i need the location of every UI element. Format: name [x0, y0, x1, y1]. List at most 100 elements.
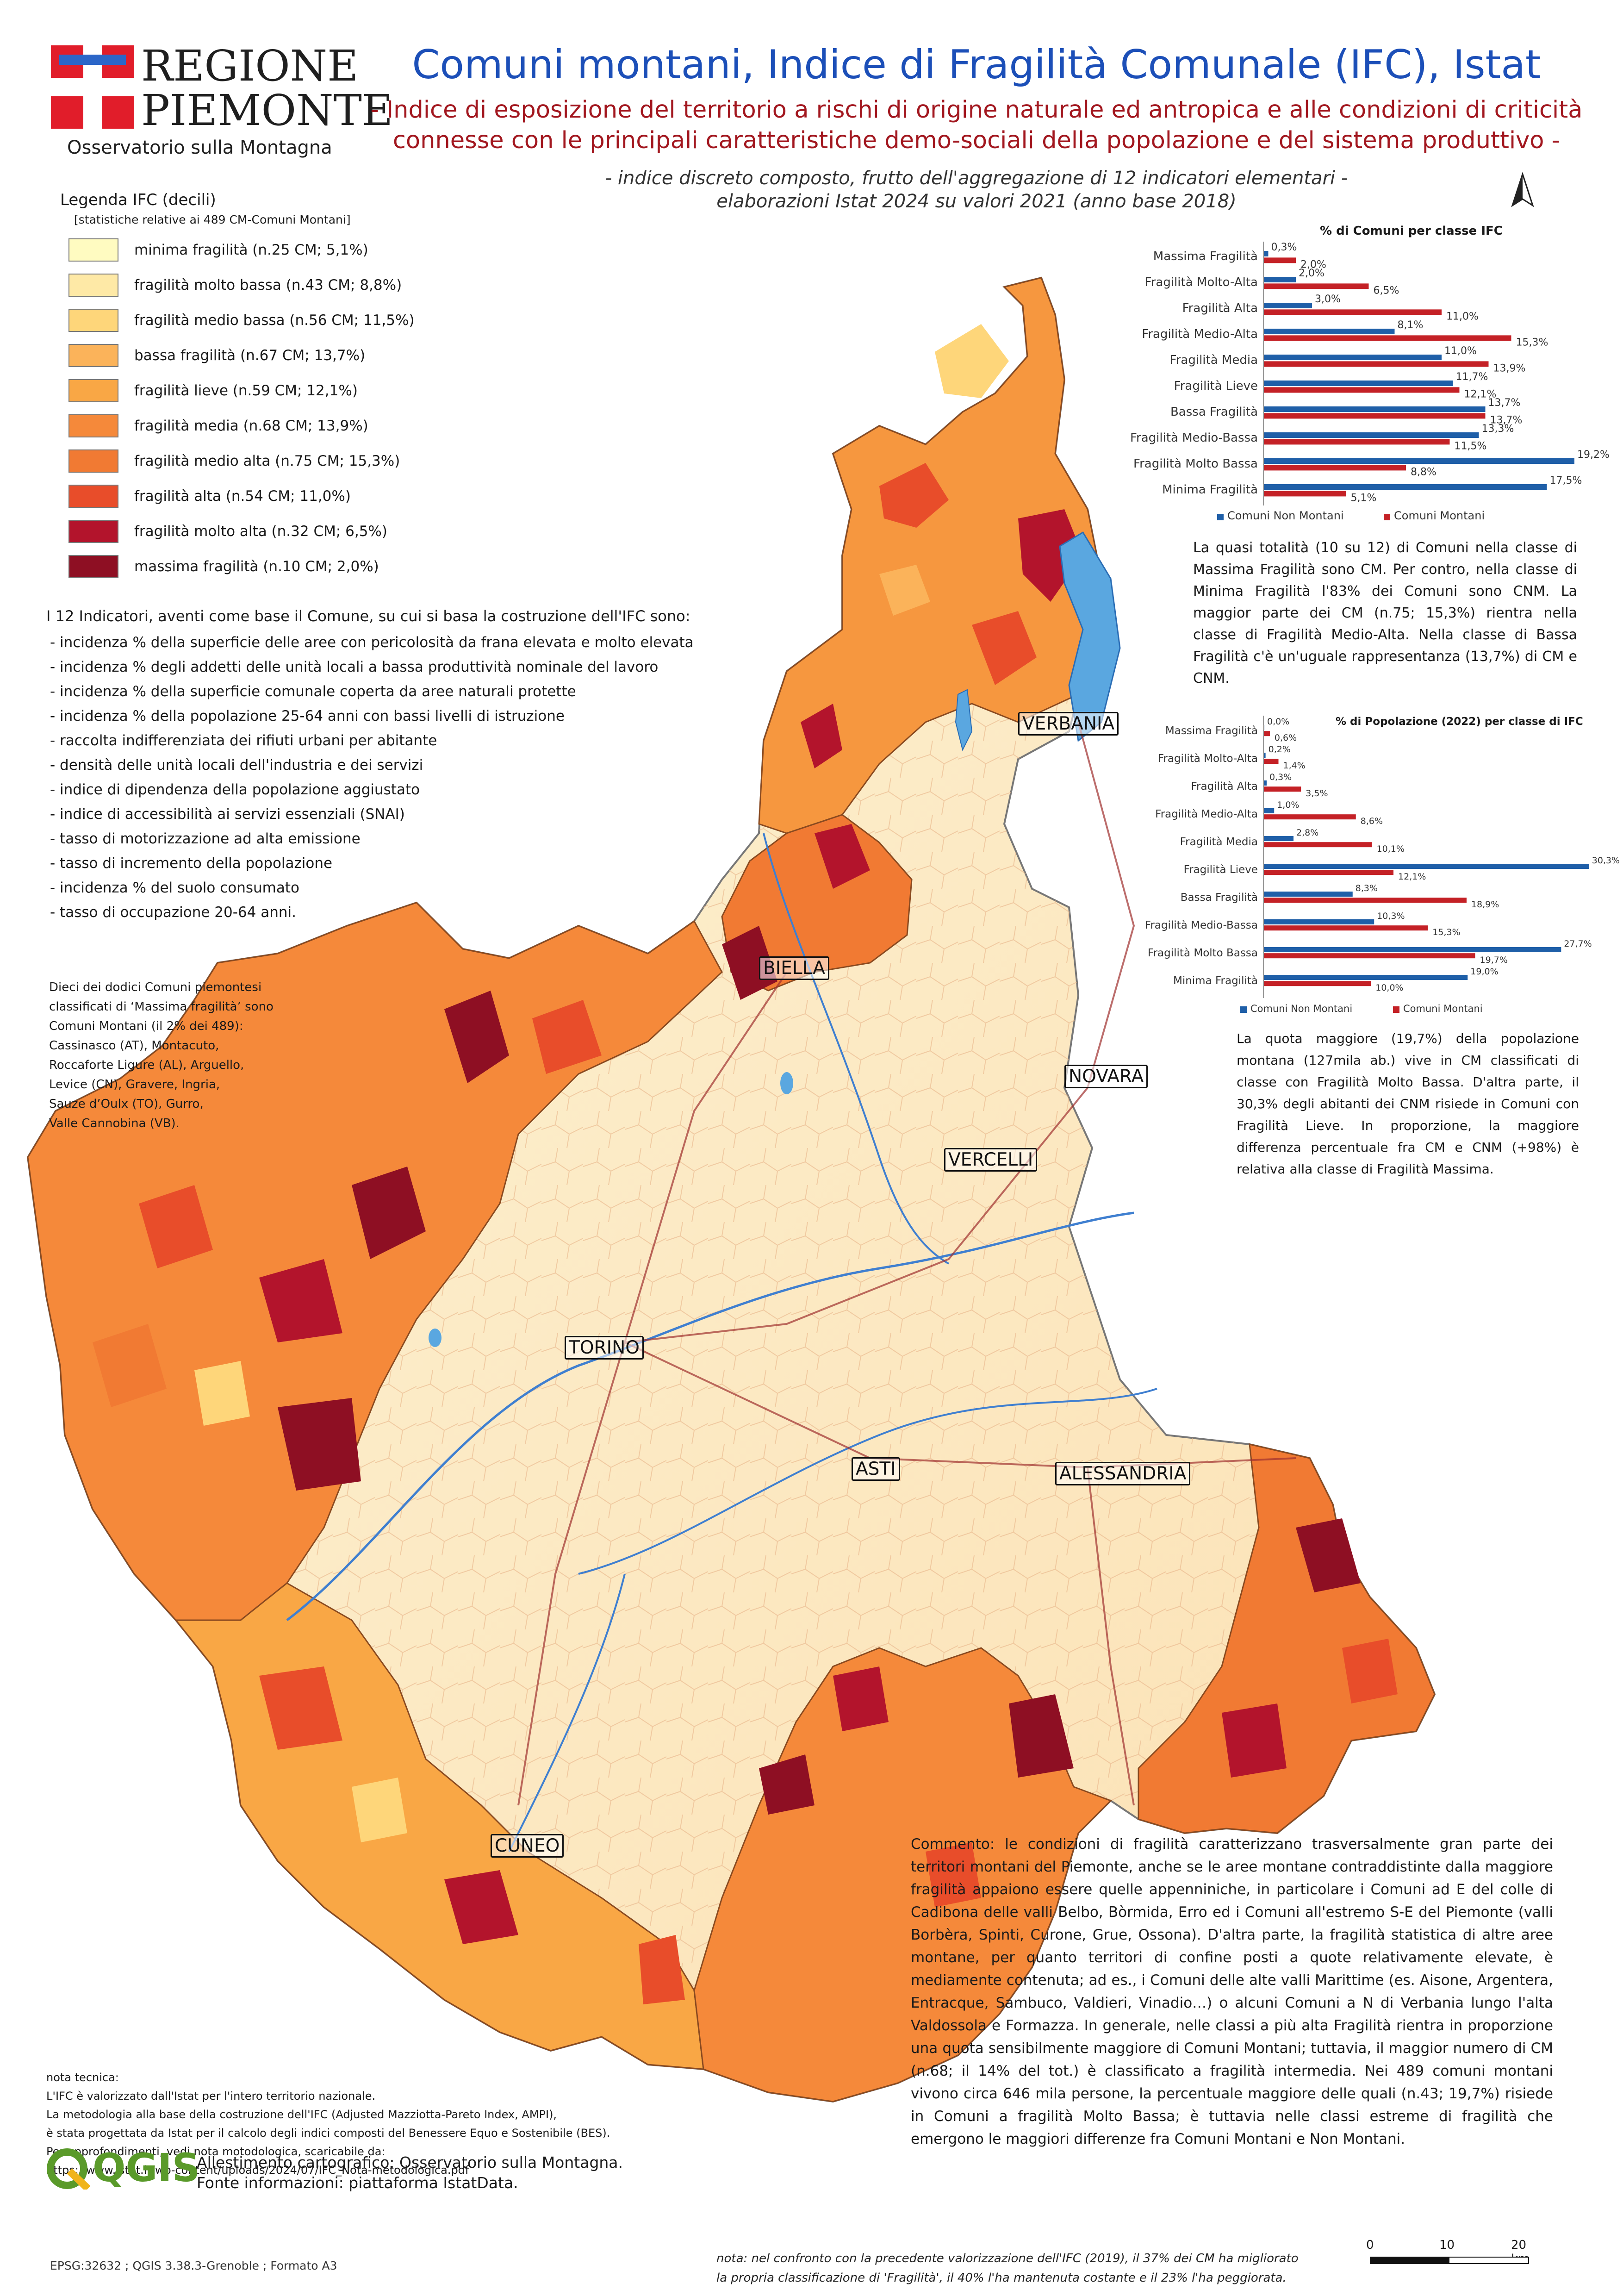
logo-wordmark-line2: PIEMONTE: [141, 86, 393, 135]
legend-swatch: [68, 379, 118, 402]
legend-entry: Comuni Montani: [1394, 509, 1485, 522]
bar: [1263, 484, 1547, 490]
logo-cross-horizontal: [51, 78, 134, 96]
data-label: 2,0%: [1299, 268, 1325, 279]
technical-note-line: L'IFC è valorizzato dall'Istat per l'int…: [46, 2090, 376, 2103]
technical-note-line: La metodologia alla base della costruzio…: [46, 2108, 557, 2121]
category-label: Fragilità Medio-Bassa: [1145, 919, 1258, 931]
bar: [1263, 786, 1301, 792]
data-label: 1,0%: [1277, 800, 1299, 810]
data-label: 0,0%: [1267, 717, 1289, 727]
chart1-title: % di Comuni per classe IFC: [1320, 224, 1503, 238]
legend-label: massima fragilità (n.10 CM; 2,0%): [134, 558, 379, 575]
data-label: 10,1%: [1377, 844, 1405, 854]
subtitle-line-2: connesse con le principali caratteristic…: [392, 127, 1561, 154]
indicator-item: indice di dipendenza della popolazione a…: [50, 778, 753, 802]
city-label-cuneo: CUNEO: [491, 1834, 564, 1858]
logo-wordmark-line1: REGIONE: [141, 41, 359, 91]
data-label: 19,2%: [1577, 449, 1610, 461]
bar: [1263, 759, 1279, 764]
data-label: 0,2%: [1269, 744, 1291, 755]
chart2-title: % di Popolazione (2022) per classe di IF…: [1336, 716, 1583, 728]
category-label: Fragilità Lieve: [1174, 379, 1258, 393]
bar: [1263, 808, 1275, 813]
bar: [1263, 836, 1294, 841]
legend-subtitle: [statistiche relative ai 489 CM-Comuni M…: [74, 213, 351, 226]
data-label: 0,6%: [1275, 733, 1297, 743]
river-po: [286, 1211, 1134, 1621]
indicator-item: incidenza % della superficie comunale co…: [50, 680, 753, 704]
data-label: 1,4%: [1283, 761, 1306, 771]
data-label: 2,8%: [1296, 828, 1318, 838]
legend-item: fragilità alta (n.54 CM; 11,0%): [68, 482, 351, 510]
legend-marker: [1393, 1006, 1399, 1013]
legend-swatch: [68, 485, 118, 508]
bar: [1263, 413, 1486, 419]
category-label: Massima Fragilità: [1165, 725, 1258, 737]
legend-label: bassa fragilità (n.67 CM; 13,7%): [134, 347, 366, 364]
bar: [1263, 439, 1450, 445]
scale-label-0: 0: [1366, 2238, 1374, 2252]
data-label: 8,8%: [1411, 466, 1436, 478]
data-label: 15,3%: [1516, 337, 1548, 348]
legend-marker: [1384, 514, 1390, 520]
bar: [1263, 892, 1353, 897]
indicator-item: incidenza % della popolazione 25-64 anni…: [50, 704, 753, 729]
legend-label: fragilità molto alta (n.32 CM; 6,5%): [134, 523, 387, 540]
bar: [1263, 898, 1467, 903]
scale-bar-segment-1: [1370, 2257, 1450, 2264]
legend-label: fragilità alta (n.54 CM; 11,0%): [134, 488, 351, 505]
commentary-text: Commento: le condizioni di fragilità car…: [911, 1836, 1553, 2147]
legend-item: fragilità medio bassa (n.56 CM; 11,5%): [68, 306, 415, 334]
data-label: 13,3%: [1482, 423, 1514, 435]
category-label: Minima Fragilità: [1173, 975, 1258, 987]
city-label-vercelli: VERCELLI: [944, 1148, 1038, 1172]
comparison-note-line-1: nota: nel confronto con la precedente va…: [716, 2252, 1299, 2265]
indicator-item: tasso di incremento della popolazione: [50, 851, 753, 876]
legend-item: fragilità media (n.68 CM; 13,9%): [68, 412, 368, 440]
massima-note-line: Sauze d’Oulx (TO), Gurro,: [49, 1097, 204, 1111]
qgis-logo-icon: [47, 2148, 91, 2190]
index-note: - indice discreto composto, frutto dell'…: [361, 167, 1592, 213]
logo-wordmark: REGIONE PIEMONTE: [141, 44, 393, 133]
indicator-item: incidenza % della superficie delle aree …: [50, 630, 753, 655]
bar: [1263, 870, 1394, 875]
city-label-verbania: VERBANIA: [1018, 712, 1119, 736]
city-label-torino: TORINO: [565, 1336, 644, 1360]
category-label: Massima Fragilità: [1153, 250, 1258, 263]
data-label: 12,1%: [1464, 388, 1497, 400]
massima-note-line: Roccaforte Ligure (AL), Arguello,: [49, 1058, 244, 1072]
comparison-note: nota: nel confronto con la precedente va…: [716, 2249, 1374, 2288]
bar: [1263, 981, 1371, 986]
category-label: Fragilità Media: [1170, 353, 1258, 367]
legend-title: Legenda IFC (decili): [60, 191, 216, 209]
bar: [1263, 329, 1395, 334]
legend-item: fragilità lieve (n.59 CM; 12,1%): [68, 377, 358, 405]
data-label: 19,0%: [1470, 967, 1498, 977]
category-label: Fragilità Alta: [1191, 780, 1258, 792]
legend-entry: Comuni Non Montani: [1250, 1003, 1352, 1014]
massima-fragilita-note: Dieci dei dodici Comuni piemontesi classi…: [49, 978, 308, 1133]
legend-swatch: [68, 274, 118, 297]
bar: [1263, 491, 1346, 497]
data-label: 0,3%: [1271, 242, 1297, 253]
credit-line-2: Fonte informazioni: piattaforma IstatDat…: [197, 2174, 518, 2192]
technical-note-line: https://www.istat.it/wp-content/uploads/…: [46, 2164, 469, 2177]
bar: [1263, 257, 1296, 263]
qgis-wordmark: QGIS: [93, 2145, 200, 2190]
data-label: 8,3%: [1356, 883, 1378, 893]
data-label: 19,7%: [1480, 955, 1508, 965]
legend-marker: [1240, 1006, 1247, 1013]
indicator-item: tasso di motorizzazione ad alta emission…: [50, 827, 753, 851]
data-label: 15,3%: [1432, 927, 1460, 937]
data-label: 11,7%: [1456, 371, 1488, 383]
bar: [1263, 283, 1369, 289]
bar: [1263, 925, 1428, 931]
bar: [1263, 387, 1460, 393]
data-label: 8,6%: [1361, 816, 1383, 826]
projection-info: EPSG:32632 ; QGIS 3.38.3-Grenoble ; Form…: [50, 2259, 337, 2272]
massima-note-line: Levice (CN), Gravere, Ingria,: [49, 1078, 220, 1092]
massima-note-line: classificati di ‘Massima fragilità’ sono: [49, 1000, 274, 1014]
legend-swatch: [68, 555, 118, 578]
index-note-line-2: elaborazioni Istat 2024 su valori 2021 (…: [716, 191, 1237, 212]
